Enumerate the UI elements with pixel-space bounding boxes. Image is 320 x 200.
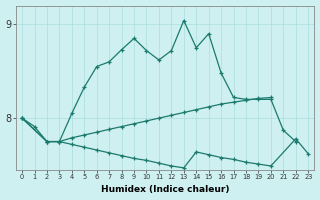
X-axis label: Humidex (Indice chaleur): Humidex (Indice chaleur): [101, 185, 229, 194]
